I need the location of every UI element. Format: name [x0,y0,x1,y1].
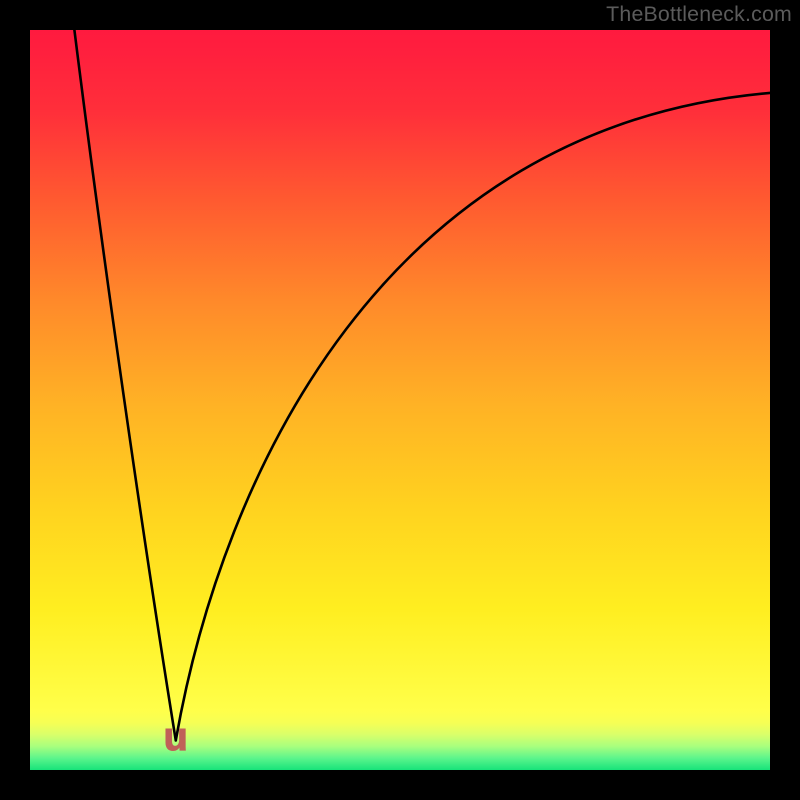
curve-left-branch [74,30,175,740]
chart-frame: u TheBottleneck.com [0,0,800,800]
dip-marker: u [164,717,188,757]
attribution-text: TheBottleneck.com [606,2,792,27]
bottleneck-curve [30,30,770,770]
curve-right-branch [176,93,770,741]
plot-area: u [30,30,770,770]
